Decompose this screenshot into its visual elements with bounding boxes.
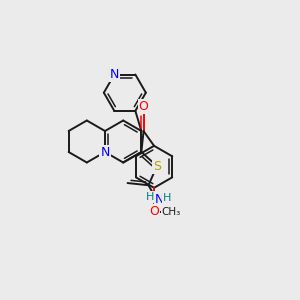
Text: H: H — [163, 193, 172, 203]
Text: O: O — [139, 100, 148, 113]
Text: N: N — [155, 193, 164, 206]
Text: S: S — [153, 160, 161, 172]
Text: H: H — [146, 192, 154, 202]
Text: N: N — [110, 68, 119, 81]
Text: O: O — [149, 205, 159, 218]
Text: CH₃: CH₃ — [161, 207, 181, 217]
Text: N: N — [100, 146, 110, 158]
